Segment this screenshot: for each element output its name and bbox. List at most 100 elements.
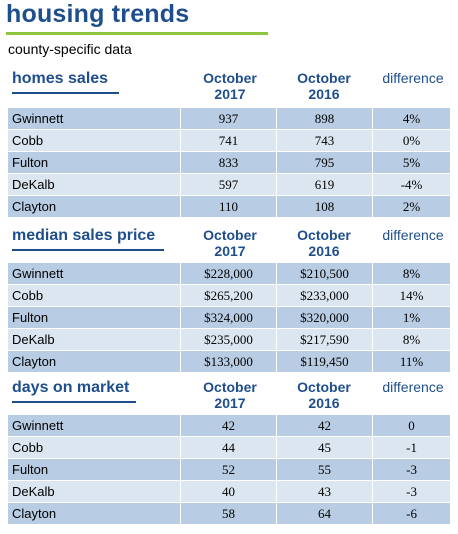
value-2017-cell: 597 [179, 173, 278, 196]
value-2017-cell: $265,200 [179, 284, 278, 307]
county-cell: DeKalb [7, 328, 181, 351]
column-header-year: 2016 [308, 243, 340, 259]
value-2016-cell: $320,000 [276, 306, 374, 329]
table-row: Gwinnett $228,000 $210,500 8% [7, 262, 451, 285]
column-header-2016: October 2016 [284, 70, 364, 102]
value-2016-cell: 619 [276, 173, 374, 196]
table-row: Clayton 110 108 2% [7, 195, 451, 218]
column-header-year: 2017 [214, 243, 246, 259]
table-row: DeKalb $235,000 $217,590 8% [7, 328, 451, 351]
table-row: DeKalb 40 43 -3 [7, 480, 451, 503]
value-2016-cell: 898 [276, 107, 374, 130]
column-header-year: 2016 [308, 86, 340, 102]
column-header-year: 2016 [308, 395, 340, 411]
value-2016-cell: 42 [276, 414, 374, 437]
column-header-difference: difference [382, 70, 444, 86]
section-title: days on market [12, 379, 130, 396]
table-row: Clayton 58 64 -6 [7, 502, 451, 525]
county-cell: Cobb [7, 129, 181, 152]
value-2017-cell: 44 [179, 436, 278, 459]
county-cell: Fulton [7, 306, 181, 329]
data-table: Gwinnett 937 898 4% Cobb 741 743 0% Fulton 833 7… [7, 107, 451, 218]
column-header-2017: October 2017 [190, 70, 270, 102]
difference-cell: -4% [372, 173, 451, 196]
difference-cell: 2% [372, 195, 451, 218]
difference-cell: 0 [372, 414, 451, 437]
difference-cell: 8% [372, 262, 451, 285]
table-row: Cobb 44 45 -1 [7, 436, 451, 459]
value-2017-cell: 741 [179, 129, 278, 152]
column-header-month: October [297, 379, 351, 395]
section-underline [12, 92, 119, 94]
difference-cell: -1 [372, 436, 451, 459]
table-row: Gwinnett 937 898 4% [7, 107, 451, 130]
page-subtitle: county-specific data [8, 41, 132, 57]
value-2016-cell: 45 [276, 436, 374, 459]
difference-cell: 14% [372, 284, 451, 307]
value-2017-cell: 42 [179, 414, 278, 437]
table-row: Cobb $265,200 $233,000 14% [7, 284, 451, 307]
column-header-year: 2017 [214, 395, 246, 411]
value-2017-cell: $228,000 [179, 262, 278, 285]
county-cell: Cobb [7, 284, 181, 307]
value-2016-cell: $210,500 [276, 262, 374, 285]
difference-cell: -3 [372, 480, 451, 503]
county-cell: Fulton [7, 151, 181, 174]
table-row: Fulton $324,000 $320,000 1% [7, 306, 451, 329]
data-table: Gwinnett $228,000 $210,500 8% Cobb $265,200 $… [7, 262, 451, 373]
table-row: Clayton $133,000 $119,450 11% [7, 350, 451, 373]
value-2017-cell: 52 [179, 458, 278, 481]
column-header-month: October [203, 227, 257, 243]
column-header-month: October [203, 379, 257, 395]
difference-cell: 0% [372, 129, 451, 152]
table-row: Cobb 741 743 0% [7, 129, 451, 152]
difference-cell: 5% [372, 151, 451, 174]
column-header-month: October [297, 227, 351, 243]
value-2017-cell: 833 [179, 151, 278, 174]
value-2017-cell: 40 [179, 480, 278, 503]
page-title: housing trends [6, 0, 190, 28]
section-underline [12, 401, 136, 403]
value-2016-cell: $233,000 [276, 284, 374, 307]
county-cell: Gwinnett [7, 414, 181, 437]
section-title: homes sales [12, 70, 109, 87]
county-cell: Fulton [7, 458, 181, 481]
difference-cell: 11% [372, 350, 451, 373]
county-cell: Cobb [7, 436, 181, 459]
value-2016-cell: 55 [276, 458, 374, 481]
county-cell: Gwinnett [7, 262, 181, 285]
table-row: Fulton 833 795 5% [7, 151, 451, 174]
value-2016-cell: 795 [276, 151, 374, 174]
difference-cell: -3 [372, 458, 451, 481]
value-2017-cell: 110 [179, 195, 278, 218]
value-2017-cell: $133,000 [179, 350, 278, 373]
value-2017-cell: 58 [179, 502, 278, 525]
section-title: median sales price [12, 227, 156, 244]
value-2017-cell: 937 [179, 107, 278, 130]
column-header-2017: October 2017 [190, 227, 270, 259]
value-2016-cell: $217,590 [276, 328, 374, 351]
column-header-month: October [297, 70, 351, 86]
value-2016-cell: $119,450 [276, 350, 374, 373]
value-2016-cell: 743 [276, 129, 374, 152]
column-header-month: October [203, 70, 257, 86]
difference-cell: 1% [372, 306, 451, 329]
value-2017-cell: $324,000 [179, 306, 278, 329]
county-cell: Clayton [7, 350, 181, 373]
table-row: DeKalb 597 619 -4% [7, 173, 451, 196]
column-header-difference: difference [382, 379, 444, 395]
county-cell: DeKalb [7, 173, 181, 196]
difference-cell: -6 [372, 502, 451, 525]
section-underline [12, 249, 164, 251]
value-2017-cell: $235,000 [179, 328, 278, 351]
value-2016-cell: 43 [276, 480, 374, 503]
county-cell: Clayton [7, 195, 181, 218]
table-row: Gwinnett 42 42 0 [7, 414, 451, 437]
county-cell: Clayton [7, 502, 181, 525]
table-row: Fulton 52 55 -3 [7, 458, 451, 481]
county-cell: DeKalb [7, 480, 181, 503]
value-2016-cell: 64 [276, 502, 374, 525]
data-table: Gwinnett 42 42 0 Cobb 44 45 -1 Fulton 52 55 -3 De… [7, 414, 451, 525]
column-header-difference: difference [382, 227, 444, 243]
column-header-2016: October 2016 [284, 379, 364, 411]
